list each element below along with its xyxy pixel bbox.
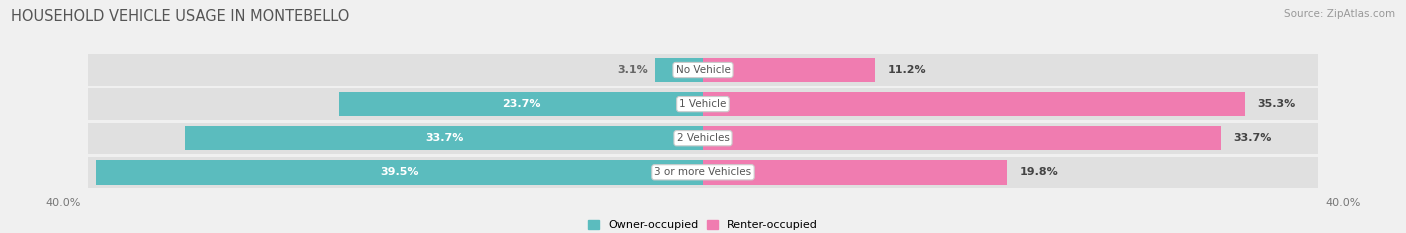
Text: 11.2%: 11.2% <box>887 65 927 75</box>
Text: 2 Vehicles: 2 Vehicles <box>676 133 730 143</box>
Text: 33.7%: 33.7% <box>425 133 463 143</box>
Text: 40.0%: 40.0% <box>45 198 80 208</box>
Bar <box>89 89 1317 120</box>
Bar <box>89 123 1317 154</box>
Text: 33.7%: 33.7% <box>1233 133 1271 143</box>
Bar <box>703 92 1246 116</box>
Text: 1 Vehicle: 1 Vehicle <box>679 99 727 109</box>
Text: 3 or more Vehicles: 3 or more Vehicles <box>654 167 752 177</box>
Bar <box>703 160 1007 185</box>
Text: 19.8%: 19.8% <box>1019 167 1059 177</box>
Bar <box>703 58 875 82</box>
Text: 40.0%: 40.0% <box>1326 198 1361 208</box>
Bar <box>186 126 703 151</box>
Text: 3.1%: 3.1% <box>617 65 648 75</box>
Text: No Vehicle: No Vehicle <box>675 65 731 75</box>
Text: 35.3%: 35.3% <box>1258 99 1296 109</box>
Bar <box>703 126 1220 151</box>
Legend: Owner-occupied, Renter-occupied: Owner-occupied, Renter-occupied <box>583 215 823 233</box>
Text: 23.7%: 23.7% <box>502 99 540 109</box>
Bar <box>89 54 1317 86</box>
Bar <box>655 58 703 82</box>
Text: 39.5%: 39.5% <box>380 167 419 177</box>
Text: HOUSEHOLD VEHICLE USAGE IN MONTEBELLO: HOUSEHOLD VEHICLE USAGE IN MONTEBELLO <box>11 9 350 24</box>
Text: Source: ZipAtlas.com: Source: ZipAtlas.com <box>1284 9 1395 19</box>
Bar <box>339 92 703 116</box>
Bar <box>96 160 703 185</box>
Bar <box>89 157 1317 188</box>
